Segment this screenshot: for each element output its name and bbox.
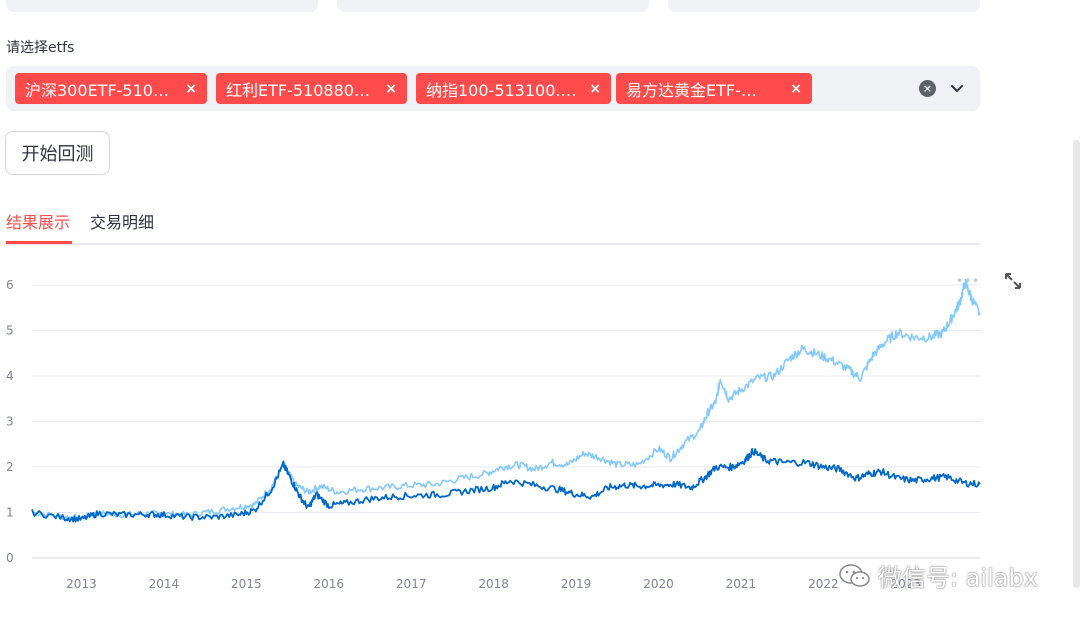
y-tick-label: 0 (6, 551, 14, 565)
remove-tag-icon[interactable]: × (185, 80, 197, 97)
top-input-2[interactable] (337, 0, 649, 12)
series-line-dark (31, 448, 981, 523)
active-tab-indicator (6, 241, 72, 244)
y-tick-label: 1 (6, 506, 14, 520)
fullscreen-icon[interactable] (1004, 272, 1022, 290)
y-tick-label: 2 (6, 460, 14, 474)
x-tick-label: 2013 (66, 577, 97, 591)
etf-select-label: 请选择etfs (6, 40, 75, 56)
y-tick-label: 5 (6, 324, 14, 338)
equity-curve-chart: 0 1 2 3 4 5 6 2013 2014 2015 2016 2017 2018 2019 2020… (6, 278, 981, 591)
series-line-light (31, 278, 981, 522)
tab-trade-details[interactable]: 交易明细 (90, 213, 155, 232)
chevron-down-icon[interactable] (948, 79, 966, 97)
x-tick-label: 2023 (891, 577, 922, 591)
etf-tag-label: 沪深300ETF-510… (25, 80, 169, 100)
x-tick-label: 2016 (313, 577, 344, 591)
remove-tag-icon[interactable]: × (385, 80, 397, 97)
remove-tag-icon[interactable]: × (589, 80, 601, 97)
etf-tag-3[interactable]: 纳指100-513100.… × (416, 73, 611, 104)
remove-tag-icon[interactable]: × (790, 80, 802, 97)
y-tick-label: 4 (6, 369, 14, 383)
etf-tag-label: 纳指100-513100.… (426, 80, 577, 100)
x-tick-label: 2021 (726, 577, 757, 591)
clear-all-icon[interactable]: × (919, 80, 936, 97)
x-tick-label: 2022 (808, 577, 839, 591)
result-tabs: 结果展示 交易明细 (6, 205, 980, 245)
x-tick-label: 2017 (396, 577, 427, 591)
etf-tag-1[interactable]: 沪深300ETF-510… × (15, 73, 207, 104)
etf-multiselect[interactable]: 沪深300ETF-510… × 红利ETF-510880… × 纳指100-51… (6, 66, 980, 111)
top-input-1[interactable] (6, 0, 318, 12)
y-tick-label: 3 (6, 415, 14, 429)
start-backtest-button[interactable]: 开始回测 (5, 131, 110, 175)
etf-tag-4[interactable]: 易方达黄金ETF-… × (616, 73, 812, 104)
page-scrollbar[interactable] (1073, 140, 1080, 588)
etf-tag-label: 易方达黄金ETF-… (626, 80, 757, 100)
etf-tag-2[interactable]: 红利ETF-510880… × (216, 73, 407, 104)
x-tick-label: 2019 (561, 577, 592, 591)
wechat-icon (839, 563, 870, 587)
x-tick-label: 2015 (231, 577, 262, 591)
x-tick-label: 2020 (643, 577, 674, 591)
wechat-watermark: 微信号: ailabx (838, 558, 1038, 593)
top-input-3[interactable] (668, 0, 980, 12)
etf-tag-label: 红利ETF-510880… (226, 80, 370, 100)
tab-results[interactable]: 结果展示 (6, 213, 71, 232)
x-tick-label: 2018 (478, 577, 509, 591)
watermark-text: 微信号: ailabx (878, 564, 1038, 592)
x-tick-label: 2014 (149, 577, 180, 591)
y-tick-label: 6 (6, 278, 14, 292)
